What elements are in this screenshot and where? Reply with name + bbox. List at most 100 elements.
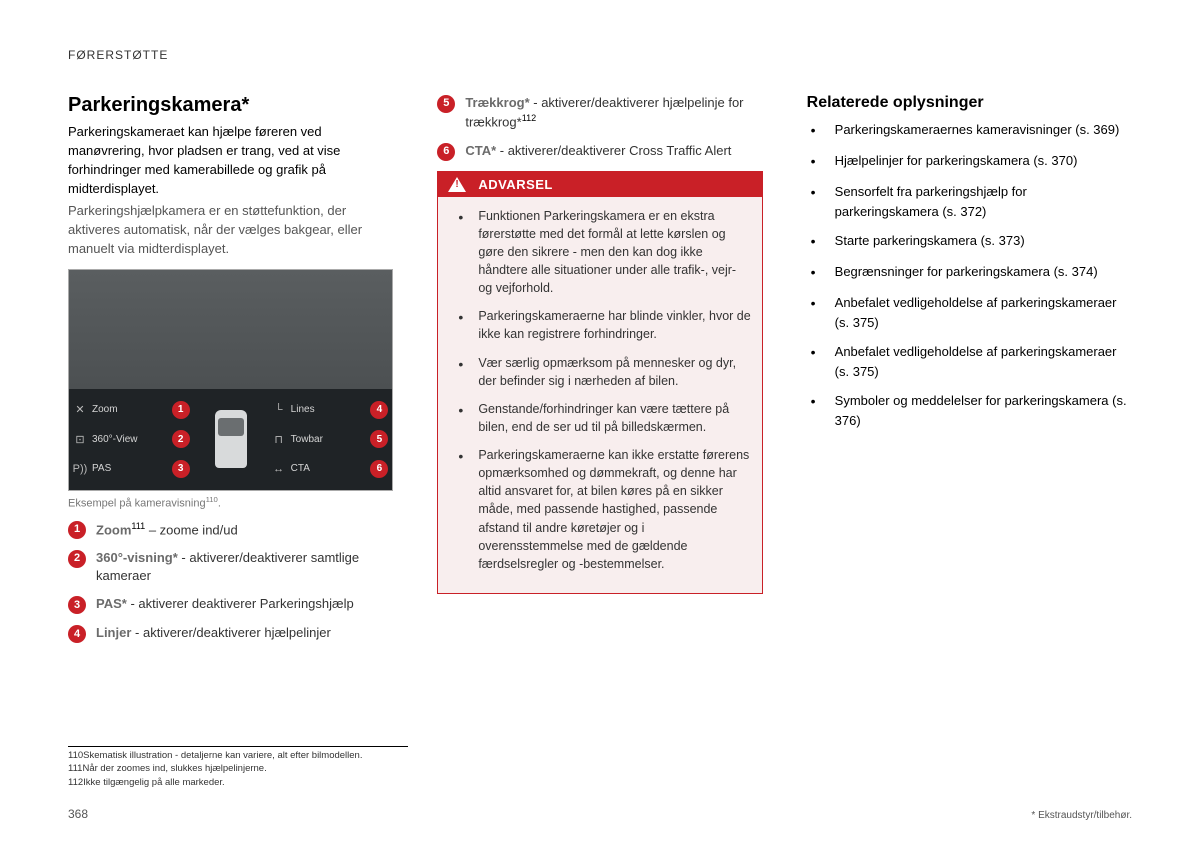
callout-item: 4 Linjer - aktiverer/deaktiverer hjælpeli… <box>68 624 393 643</box>
warning-title: ADVARSEL <box>478 177 553 192</box>
section-header: FØRERSTØTTE <box>68 48 1132 62</box>
footnote-num: 111 <box>68 763 82 774</box>
figure-button-icon: P)) <box>73 462 87 476</box>
figure-callout-number: 6 <box>370 460 388 478</box>
figure-callout-number: 5 <box>370 430 388 448</box>
figure-button-icon: ↔ <box>272 462 286 476</box>
figure-callout-number: 2 <box>172 430 190 448</box>
related-item-text: Symboler og meddelelser for parkeringska… <box>835 391 1132 430</box>
callout-number: 4 <box>68 625 86 643</box>
related-item-text: Hjælpelinjer for parkeringskamera (s. 37… <box>835 151 1078 172</box>
figure-right-buttons: └ Lines 4 ⊓ Towbar 5 ↔ CTA 6 <box>268 389 393 490</box>
car-icon <box>215 410 247 468</box>
figure-button: ⊓ Towbar 5 <box>272 424 389 454</box>
callout-number: 3 <box>68 596 86 614</box>
related-item: Begrænsninger for parkeringskamera (s. 3… <box>807 262 1132 283</box>
figure-button-label: PAS <box>92 463 167 474</box>
figure-button: ↔ CTA 6 <box>272 454 389 484</box>
figure-car <box>194 389 268 490</box>
figure-callout-number: 4 <box>370 401 388 419</box>
related-item: Sensorfelt fra parkeringshjælp for parke… <box>807 182 1132 221</box>
callout-number: 1 <box>68 521 86 539</box>
callout-item: 2360°-visning* - aktiverer/deaktiverer s… <box>68 549 393 585</box>
figure-callout-number: 1 <box>172 401 190 419</box>
related-item-text: Starte parkeringskamera (s. 373) <box>835 231 1025 252</box>
warning-header: ADVARSEL <box>438 172 761 197</box>
figure-button-icon: ✕ <box>73 403 87 417</box>
caption-sup: 110 <box>206 495 218 504</box>
figure-button: ✕Zoom1 <box>73 395 190 425</box>
related-item-text: Begrænsninger for parkeringskamera (s. 3… <box>835 262 1098 283</box>
caption-text: Eksempel på kameravisning <box>68 498 206 510</box>
callout-term: Linjer <box>96 625 131 640</box>
figure-button-label: Towbar <box>291 434 366 445</box>
related-list: Parkeringskameraernes kameravisninger (s… <box>807 120 1132 430</box>
related-item: Anbefalet vedligeholdelse af parkeringsk… <box>807 293 1132 332</box>
warning-item-text: Parkeringskameraerne har blinde vinkler,… <box>478 307 751 343</box>
column-3: Relaterede oplysninger Parkeringskamerae… <box>807 94 1132 653</box>
callout-number: 2 <box>68 550 86 568</box>
warning-triangle-icon <box>448 177 466 192</box>
figure-top <box>69 270 392 389</box>
callout-sup: 111 <box>131 521 145 531</box>
column-2: 5Trækkrog* - aktiverer/deaktiverer hjælp… <box>437 94 762 653</box>
warning-item: Vær særlig opmærksom på mennesker og dyr… <box>442 354 751 390</box>
figure-button-icon: └ <box>272 403 286 417</box>
warning-item-text: Vær særlig opmærksom på mennesker og dyr… <box>478 354 751 390</box>
related-item-text: Parkeringskameraernes kameravisninger (s… <box>835 120 1120 141</box>
figure-button: ⊡360°-View2 <box>73 424 190 454</box>
footnote: 112Ikke tilgængelig på alle markeder. <box>68 776 408 789</box>
callout-desc: - aktiverer/deaktiverer hjælpelinjer <box>131 625 330 640</box>
callout-term: Trækkrog* <box>465 95 529 110</box>
caption-dot: . <box>218 498 221 510</box>
intro-text: Parkeringskameraet kan hjælpe føreren ve… <box>68 123 393 198</box>
callout-item: 1 Zoom111 – zoome ind/ud <box>68 520 393 540</box>
related-item-text: Anbefalet vedligeholdelse af parkeringsk… <box>835 342 1132 381</box>
warning-item: Parkeringskameraerne kan ikke erstatte f… <box>442 446 751 573</box>
warning-body: Funktionen Parkeringskamera er en ekstra… <box>438 197 761 593</box>
footer-note: * Ekstraudstyr/tilbehør. <box>1031 810 1132 821</box>
figure-caption: Eksempel på kameravisning110. <box>68 495 393 510</box>
related-item-text: Sensorfelt fra parkeringshjælp for parke… <box>835 182 1132 221</box>
footnote: 110Skematisk illustration - detaljerne k… <box>68 749 408 762</box>
warning-item-text: Genstande/forhindringer kan være tættere… <box>478 400 751 436</box>
callout-item: 3 PAS* - aktiverer deaktiverer Parkerings… <box>68 595 393 614</box>
callout-term: PAS* <box>96 596 127 611</box>
warning-list: Funktionen Parkeringskamera er en ekstra… <box>442 207 751 573</box>
camera-figure: ✕Zoom1⊡360°-View2P))PAS3 └Lines4⊓Towbar5… <box>68 269 393 491</box>
figure-button-label: Lines <box>291 404 366 415</box>
figure-button: └ Lines 4 <box>272 395 389 425</box>
column-1: Parkeringskamera* Parkeringskameraet kan… <box>68 94 393 653</box>
footnote-num: 110 <box>68 750 83 761</box>
related-item: Parkeringskameraernes kameravisninger (s… <box>807 120 1132 141</box>
warning-item-text: Funktionen Parkeringskamera er en ekstra… <box>478 207 751 298</box>
warning-box: ADVARSEL Funktionen Parkeringskamera er … <box>437 171 762 594</box>
callout-number: 5 <box>437 95 455 113</box>
callout-list-2: 5Trækkrog* - aktiverer/deaktiverer hjælp… <box>437 94 762 161</box>
warning-item: Parkeringskameraerne har blinde vinkler,… <box>442 307 751 343</box>
body-text: Parkeringshjælpkamera er en støttefunkti… <box>68 202 393 259</box>
warning-item-text: Parkeringskameraerne kan ikke erstatte f… <box>478 446 751 573</box>
footnote-text: Ikke tilgængelig på alle markeder. <box>83 777 225 788</box>
related-item: Symboler og meddelelser for parkeringska… <box>807 391 1132 430</box>
figure-button-label: CTA <box>291 463 366 474</box>
callout-number: 6 <box>437 143 455 161</box>
callout-sup: 112 <box>522 113 537 123</box>
figure-left-buttons: ✕Zoom1⊡360°-View2P))PAS3 <box>69 389 194 490</box>
figure-button-label: 360°-View <box>92 434 167 445</box>
related-item: Starte parkeringskamera (s. 373) <box>807 231 1132 252</box>
callout-desc: - aktiverer deaktiverer Parkeringshjælp <box>127 596 354 611</box>
callout-term: Zoom <box>96 522 131 537</box>
callout-item: 5Trækkrog* - aktiverer/deaktiverer hjælp… <box>437 94 762 132</box>
callout-term: CTA* <box>465 143 496 158</box>
page-number: 368 <box>68 807 88 821</box>
callout-desc: – zoome ind/ud <box>145 522 238 537</box>
content-columns: Parkeringskamera* Parkeringskameraet kan… <box>68 94 1132 653</box>
footnote-text: Når der zoomes ind, slukkes hjælpelinjer… <box>82 763 266 774</box>
callout-list-1: 1 Zoom111 – zoome ind/ud 2360°-visning* - … <box>68 520 393 644</box>
figure-panel: ✕Zoom1⊡360°-View2P))PAS3 └Lines4⊓Towbar5… <box>69 389 392 490</box>
figure-button-icon: ⊓ <box>272 432 286 446</box>
figure-button: P)) PAS 3 <box>73 454 190 484</box>
figure-callout-number: 3 <box>172 460 190 478</box>
footnotes: 110Skematisk illustration - detaljerne k… <box>68 746 408 789</box>
